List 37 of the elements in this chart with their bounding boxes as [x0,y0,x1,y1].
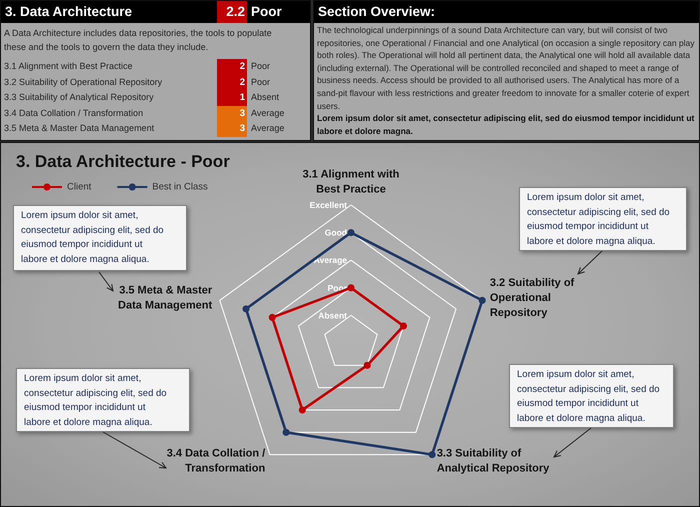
text: Lorem ipsum dolor sit amet, consectetur adipiscing elit, sed do eiusmod tempor incididunt ut labore et dolore magna. [317,112,696,138]
y-tick-label: 3.5 Meta & Master Data Management [4,123,154,134]
data-label: 1 [240,92,245,104]
y2-tick-label: Poor [251,61,270,71]
y-tick-label: 3.1 Alignment with Best Practice [4,61,133,71]
y2-tick-label: Average [251,123,284,134]
y-tick-label: 3.4 Data Collation / Transformation [4,108,144,118]
text: Lorem ipsum dolor sit amet, consectetur adipiscing elit, sed do eiusmod tempor incididunt ut labore et dolore magna aliqua. [527,191,671,248]
legend-label: Best in Class [152,182,208,192]
text: Lorem ipsum dolor sit amet, consectetur adipiscing elit, sed do eiusmod tempor incididunt ut labore et dolore magna aliqua. [517,368,661,426]
text: Poor [251,4,282,19]
spoke-label: 3.2 Suitability of Operational Repository [490,276,575,319]
legend-label: Client [67,182,92,192]
text: 3. Data Architecture [5,4,132,19]
text: A Data Architecture includes data repositories, the tools to populate these and the tools to govern the data they include. [4,27,273,54]
data-label: 2 [240,61,245,72]
spoke-label: 3.5 Meta & Master Data Management [118,284,213,312]
y-tick-label: 3.2 Suitability of Operational Repository [4,76,162,87]
y-tick-label: Good [324,228,347,238]
y-tick-label: Absent [318,310,348,320]
y2-tick-label: Average [251,108,284,118]
spoke-label: 3.3 Suitability of Analytical Repository [436,448,550,475]
y-tick-label: 3.3 Suitability of Analytical Repository [4,92,154,102]
data-label: 3 [240,108,245,119]
text: The technological underpinnings of a sound Data Architecture can vary, but will consist of two repositories, one Operational / Financial and one Analytical (on occasion a single repository can play both roles). The Operational will hold all pertinent data, the Analytical one will hold all available data (including external). The Operational will be controlled reconciled and shaped to meet a range of business needs. Access should be provided to all authorised users. The Analytical has more of a sand-pit flavour with less restrictions and greater freedom to innovate for a smaller coterie of expert users. [317,24,696,112]
y2-tick-label: Absent [251,92,280,102]
spoke-label: 3.4 Data Collation / Transformation [166,448,266,475]
chart-title: 3. Data Architecture - Poor [16,152,230,171]
y-tick-label: Excellent [310,200,348,210]
data-label: 2 [240,76,245,88]
y2-tick-label: Poor [251,76,270,87]
text: Lorem ipsum dolor sit amet, consectetur adipiscing elit, sed do eiusmod tempor incididunt ut labore et dolore magna aliqua. [24,372,168,430]
text: Lorem ipsum dolor sit amet, consectetur adipiscing elit, sed do eiusmod tempor incididunt ut labore et dolore magna aliqua. [21,209,165,266]
y-tick-label: Average [314,255,348,266]
text: 2.2 [226,4,245,19]
data-label: 3 [240,123,245,134]
text: Section Overview: [318,4,436,19]
